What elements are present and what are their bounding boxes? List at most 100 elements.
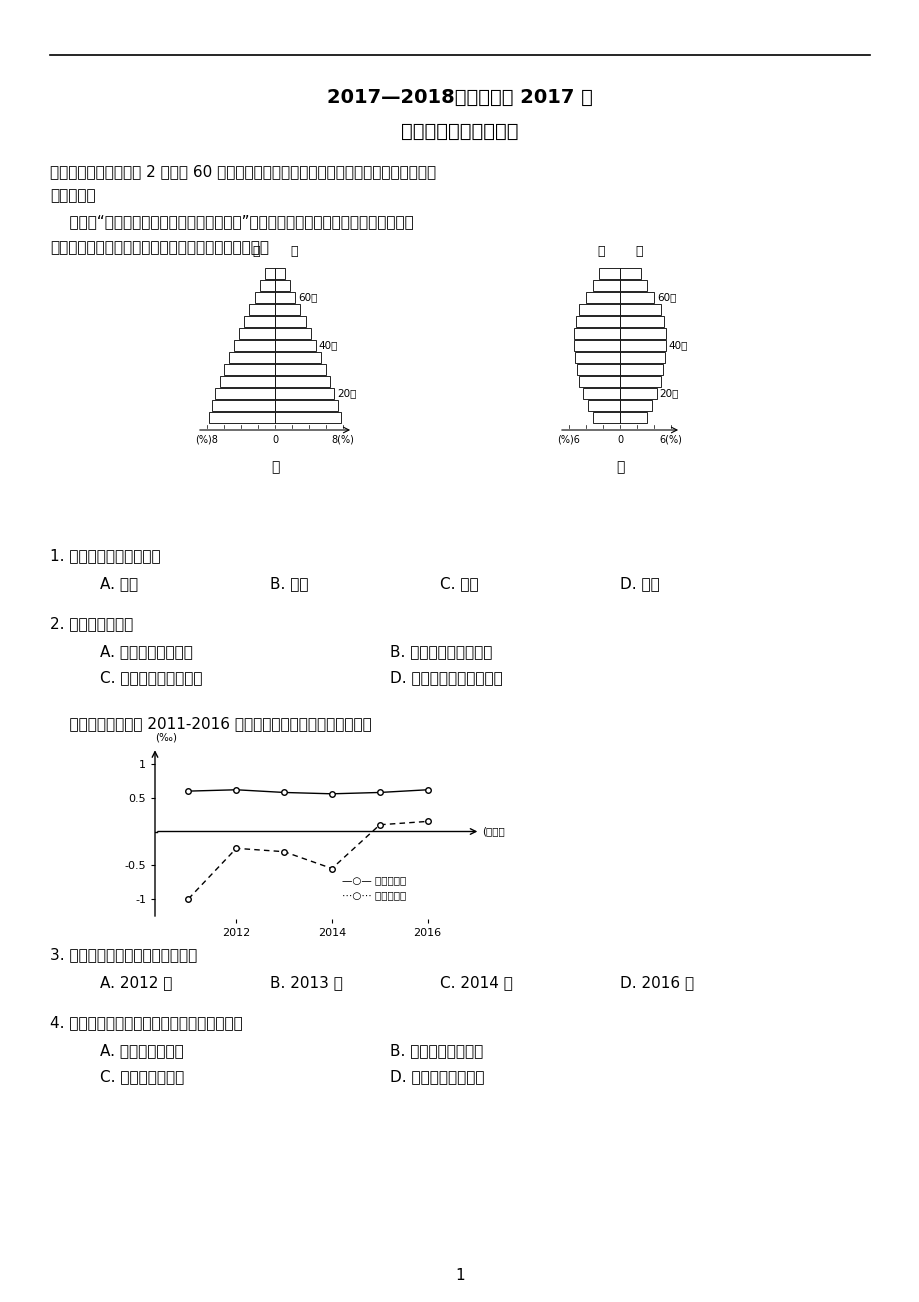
Text: 0: 0 — [272, 435, 278, 445]
Bar — [275, 303, 301, 315]
Text: 3. 图中人口数量变化最小的一年是: 3. 图中人口数量变化最小的一年是 — [50, 947, 197, 962]
Bar — [220, 376, 275, 387]
Bar — [598, 268, 619, 279]
Text: 不得分。）: 不得分。） — [50, 187, 96, 203]
Text: B. 计划生育政策调整: B. 计划生育政策调整 — [390, 1043, 482, 1059]
Text: 0: 0 — [617, 435, 622, 445]
Text: 40岁: 40岁 — [668, 341, 687, 350]
Bar — [275, 352, 321, 363]
Bar — [265, 268, 275, 279]
Bar — [215, 388, 275, 398]
Bar — [223, 365, 275, 375]
Text: 1: 1 — [455, 1268, 464, 1282]
Bar — [275, 268, 285, 279]
Text: 女: 女 — [289, 245, 297, 258]
Bar — [574, 352, 619, 363]
Bar — [619, 280, 646, 292]
Text: D. 甲国人口自然增长率高: D. 甲国人口自然增长率高 — [390, 671, 502, 685]
Text: 一、单项选择题（每题 2 分，共 60 分。每小题有且只有一个选项是正确的，错选、多选均: 一、单项选择题（每题 2 分，共 60 分。每小题有且只有一个选项是正确的，错选… — [50, 164, 436, 178]
Text: 2. 甲、乙两国相比: 2. 甲、乙两国相比 — [50, 616, 133, 631]
Bar — [209, 411, 275, 423]
Bar — [619, 388, 656, 398]
Text: D. 英国: D. 英国 — [619, 575, 659, 591]
Bar — [229, 352, 275, 363]
Text: C. 乙国人口平均寿命短: C. 乙国人口平均寿命短 — [100, 671, 202, 685]
Bar — [275, 365, 325, 375]
Bar — [619, 400, 652, 411]
Text: 男: 男 — [596, 245, 605, 258]
Bar — [575, 316, 619, 327]
Text: 男: 男 — [252, 245, 260, 258]
Text: (年份）: (年份） — [482, 827, 505, 836]
Text: A. 甲国人口出生率低: A. 甲国人口出生率低 — [100, 644, 193, 659]
Bar — [587, 400, 619, 411]
Bar — [592, 411, 619, 423]
Bar — [592, 280, 619, 292]
Bar — [275, 292, 295, 303]
Text: 1. 甲国最有可能是当今的: 1. 甲国最有可能是当今的 — [50, 548, 161, 562]
Text: B. 2013 年: B. 2013 年 — [269, 975, 343, 990]
Bar — [275, 400, 337, 411]
Bar — [619, 376, 660, 387]
Bar — [583, 388, 619, 398]
Text: (‰): (‰) — [154, 733, 176, 742]
Text: 6(%): 6(%) — [659, 435, 682, 445]
Text: (%)8: (%)8 — [196, 435, 218, 445]
Text: B. 乙国劳动力资源丰富: B. 乙国劳动力资源丰富 — [390, 644, 492, 659]
Bar — [579, 303, 619, 315]
Bar — [275, 280, 290, 292]
Bar — [619, 340, 665, 352]
Bar — [212, 400, 275, 411]
Text: 60岁: 60岁 — [656, 293, 675, 302]
Text: A. 印度: A. 印度 — [100, 575, 138, 591]
Bar — [255, 292, 275, 303]
Bar — [619, 268, 641, 279]
Text: B. 美国: B. 美国 — [269, 575, 308, 591]
Bar — [576, 365, 619, 375]
Bar — [579, 376, 619, 387]
Bar — [619, 352, 664, 363]
Text: (%)6: (%)6 — [557, 435, 580, 445]
Bar — [275, 376, 330, 387]
Bar — [239, 328, 275, 339]
Text: C. 日本: C. 日本 — [439, 575, 478, 591]
Text: 女: 女 — [634, 245, 641, 258]
Text: —○— 自然增长率: —○— 自然增长率 — [341, 875, 405, 885]
Bar — [275, 340, 315, 352]
Bar — [234, 340, 275, 352]
Text: 第三次双周练地理试卷: 第三次双周练地理试卷 — [401, 122, 518, 141]
Text: 4. 该省近三年来人口增长变化最主要的原因是: 4. 该省近三年来人口增长变化最主要的原因是 — [50, 1016, 243, 1030]
Bar — [259, 280, 275, 292]
Text: 下图示意我国某省 2011-2016 年人口增长。据此完成下面小题。: 下图示意我国某省 2011-2016 年人口增长。据此完成下面小题。 — [50, 716, 371, 730]
Text: 甲: 甲 — [270, 460, 278, 474]
Text: 龄阶段的人口占总人口的百分比。读图完成下面小题。: 龄阶段的人口占总人口的百分比。读图完成下面小题。 — [50, 240, 268, 255]
Bar — [619, 328, 665, 339]
Text: 40岁: 40岁 — [319, 341, 338, 350]
Text: A. 城市房价增长快: A. 城市房价增长快 — [100, 1043, 184, 1059]
Bar — [573, 340, 619, 352]
Text: C. 2014 年: C. 2014 年 — [439, 975, 512, 990]
Bar — [249, 303, 275, 315]
Text: A. 2012 年: A. 2012 年 — [100, 975, 172, 990]
Bar — [619, 292, 653, 303]
Bar — [275, 411, 341, 423]
Text: 20岁: 20岁 — [659, 388, 678, 398]
Bar — [573, 328, 619, 339]
Bar — [275, 316, 305, 327]
Text: D. 生活水平大幅提高: D. 生活水平大幅提高 — [390, 1069, 484, 1085]
Text: 20岁: 20岁 — [337, 388, 357, 398]
Text: 2017—2018学年下学期 2017 级: 2017—2018学年下学期 2017 级 — [327, 89, 592, 107]
Bar — [619, 365, 663, 375]
Bar — [585, 292, 619, 303]
Text: 下图为“甲、乙两国人口年龄结构金字塔图”。图中分别反映了两国不同性别、不同年: 下图为“甲、乙两国人口年龄结构金字塔图”。图中分别反映了两国不同性别、不同年 — [50, 214, 414, 229]
Text: 8(%): 8(%) — [331, 435, 354, 445]
Text: D. 2016 年: D. 2016 年 — [619, 975, 693, 990]
Bar — [275, 388, 335, 398]
Text: 乙: 乙 — [615, 460, 623, 474]
Bar — [619, 411, 646, 423]
Bar — [619, 316, 664, 327]
Bar — [244, 316, 275, 327]
Text: ⋯○⋯ 机械增长率: ⋯○⋯ 机械增长率 — [341, 891, 405, 901]
Text: C. 产业升级和转移: C. 产业升级和转移 — [100, 1069, 184, 1085]
Bar — [619, 303, 660, 315]
